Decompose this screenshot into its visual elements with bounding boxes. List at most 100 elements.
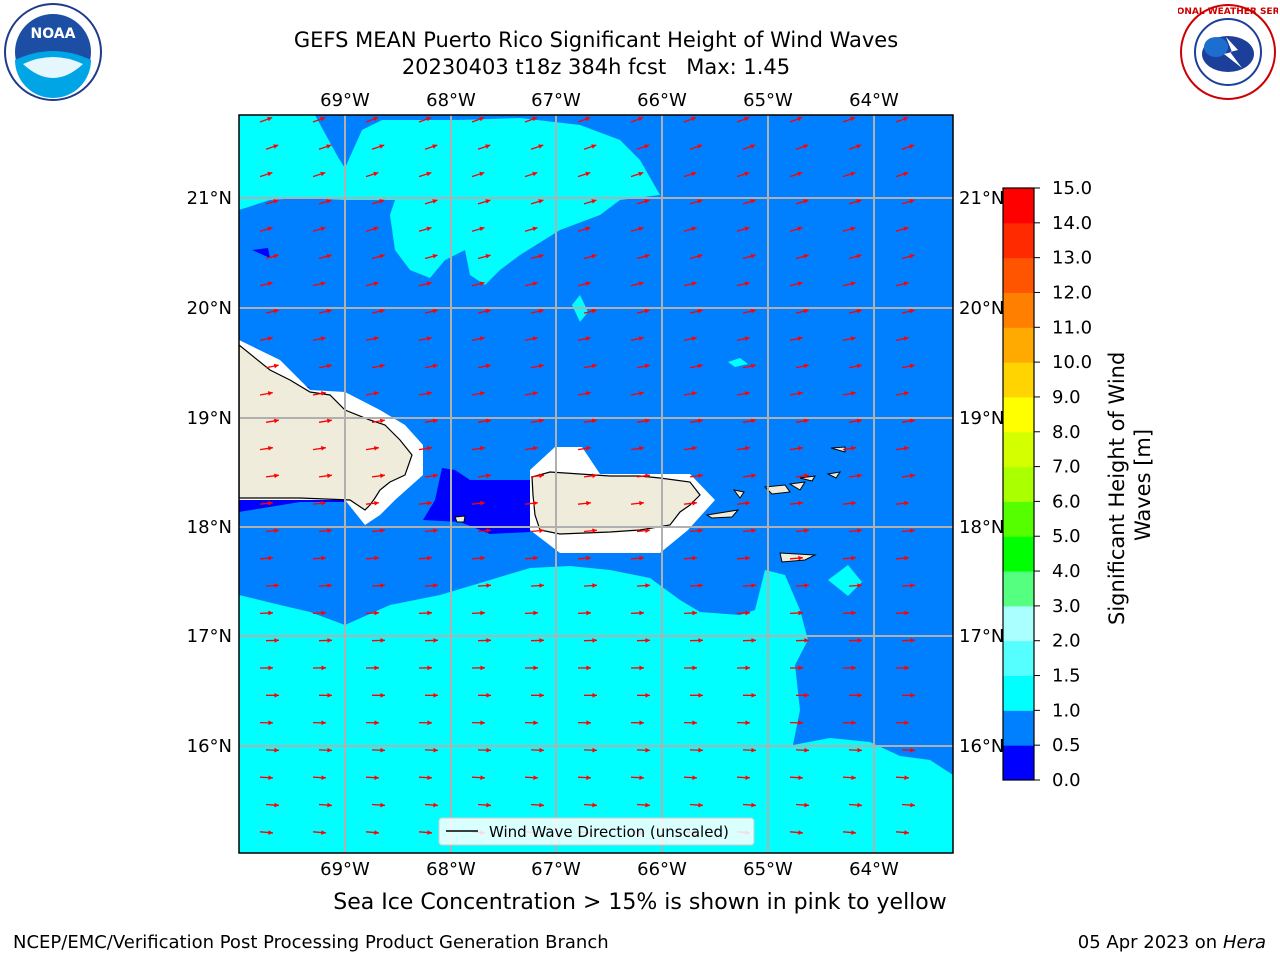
wind-arrow-head bbox=[326, 418, 332, 424]
colorbar-tick-label: 0.5 bbox=[1052, 735, 1081, 756]
wind-arrow-head bbox=[274, 802, 279, 808]
wind-arrow-head bbox=[803, 144, 809, 149]
wind-arrow-head bbox=[379, 418, 385, 424]
wind-arrow-head bbox=[856, 418, 862, 424]
wind-arrow-head bbox=[904, 775, 909, 780]
wind-arrow-head bbox=[903, 336, 909, 341]
wind-arrow-head bbox=[638, 281, 644, 286]
wind-arrow-head bbox=[903, 281, 909, 286]
wind-arrow-head bbox=[797, 336, 803, 341]
wind-arrow-head bbox=[585, 391, 591, 396]
wind-arrow-head bbox=[274, 638, 279, 643]
wind-arrow-head bbox=[479, 281, 485, 286]
wind-arrow-head bbox=[427, 720, 432, 726]
wind-arrow-head bbox=[692, 610, 697, 616]
wind-arrow-head bbox=[373, 336, 379, 341]
wind-arrow-head bbox=[910, 802, 915, 808]
wind-arrow-head bbox=[592, 583, 597, 588]
wind-arrow-head bbox=[380, 583, 385, 588]
wind-arrow-head bbox=[480, 610, 485, 616]
wind-arrow-head bbox=[539, 638, 544, 643]
wind-arrow-head bbox=[638, 116, 644, 122]
wind-arrow-head bbox=[909, 418, 915, 424]
wind-arrow-head bbox=[644, 418, 650, 424]
land-hispaniola bbox=[239, 344, 413, 511]
wind-arrow-head bbox=[274, 747, 279, 753]
wind-arrow-head bbox=[321, 500, 326, 506]
nws-logo-text: NATIONAL WEATHER SERVICE bbox=[1178, 7, 1278, 17]
wind-arrow-head bbox=[326, 199, 332, 204]
colorbar-segment bbox=[1003, 292, 1034, 328]
wind-arrow-head bbox=[380, 747, 385, 753]
lat-label-right: 18°N bbox=[959, 517, 1004, 538]
wind-arrow-head bbox=[751, 583, 756, 588]
nws-logo: NATIONAL WEATHER SERVICE bbox=[1178, 4, 1278, 100]
wind-arrow-head bbox=[804, 802, 809, 808]
wind-arrow-head bbox=[856, 308, 862, 314]
colorbar-tick-label: 10.0 bbox=[1052, 352, 1092, 373]
wind-arrow-head bbox=[327, 583, 332, 588]
wind-arrow-head bbox=[697, 363, 703, 369]
wind-arrow-head bbox=[804, 747, 809, 753]
wind-arrow-head bbox=[585, 171, 591, 177]
map-panel bbox=[239, 115, 953, 853]
lat-label-left: 19°N bbox=[187, 408, 232, 429]
colorbar-segment bbox=[1003, 571, 1034, 607]
wind-arrow-head bbox=[479, 116, 485, 122]
wind-arrow-head bbox=[804, 473, 809, 479]
wind-arrow-head bbox=[532, 336, 538, 341]
colorbar-segment bbox=[1003, 675, 1034, 711]
wind-arrow-head bbox=[744, 171, 750, 177]
colorbar-segment bbox=[1003, 745, 1034, 781]
wind-arrow-head bbox=[586, 500, 591, 506]
wind-arrow-head bbox=[486, 638, 491, 643]
wind-arrow-head bbox=[274, 583, 279, 588]
wind-arrow-head bbox=[374, 665, 379, 671]
colorbar-tick-label: 12.0 bbox=[1052, 282, 1092, 303]
wind-arrow-head bbox=[538, 254, 544, 259]
wind-arrow-head bbox=[697, 418, 703, 424]
footer-date: 05 Apr 2023 on Hera bbox=[1078, 932, 1266, 953]
wind-arrow-head bbox=[426, 226, 432, 232]
wind-arrow-head bbox=[851, 665, 856, 671]
colorbar-tick-label: 8.0 bbox=[1052, 422, 1081, 443]
wind-arrow-head bbox=[804, 692, 809, 698]
wind-arrow-head bbox=[267, 226, 273, 232]
wind-arrow-head bbox=[327, 528, 332, 534]
colorbar-segment bbox=[1003, 188, 1034, 224]
wind-arrow-head bbox=[532, 116, 538, 122]
wind-arrow-head bbox=[904, 665, 909, 671]
wind-arrow-head bbox=[586, 610, 591, 616]
wind-arrow-head bbox=[910, 583, 915, 588]
wind-arrow-head bbox=[798, 500, 803, 506]
lon-label-bottom: 68°W bbox=[426, 859, 476, 880]
wind-arrow-head bbox=[750, 418, 756, 424]
colorbar-tick-label: 14.0 bbox=[1052, 213, 1092, 234]
colorbar-tick-label: 11.0 bbox=[1052, 317, 1092, 338]
wind-arrow-head bbox=[856, 144, 862, 149]
colorbar-segment bbox=[1003, 257, 1034, 293]
wind-arrow-head bbox=[591, 254, 597, 259]
wind-arrow-head bbox=[692, 500, 697, 506]
colorbar-tick-label: 13.0 bbox=[1052, 248, 1092, 269]
wind-arrow-head bbox=[533, 720, 538, 726]
wind-arrow-head bbox=[426, 336, 432, 341]
lat-label-left: 16°N bbox=[187, 736, 232, 757]
cyan-region-north-top bbox=[239, 115, 345, 205]
wind-arrow-head bbox=[433, 473, 438, 479]
lat-label-left: 17°N bbox=[187, 626, 232, 647]
wind-arrow-head bbox=[751, 528, 756, 534]
wind-arrow-head bbox=[744, 226, 750, 232]
wind-arrow-head bbox=[379, 363, 385, 369]
wind-arrow-head bbox=[850, 281, 856, 286]
wind-arrow-head bbox=[327, 638, 332, 643]
wind-arrow-head bbox=[751, 473, 756, 479]
wind-arrow-head bbox=[533, 775, 538, 780]
wind-arrow-head bbox=[426, 116, 432, 122]
wind-arrow-head bbox=[538, 199, 544, 204]
wind-arrow-head bbox=[585, 336, 591, 341]
wind-arrow-head bbox=[909, 199, 915, 204]
wind-arrow-head bbox=[427, 555, 432, 561]
wind-arrow-head bbox=[644, 144, 650, 149]
wind-arrow-head bbox=[750, 254, 756, 259]
